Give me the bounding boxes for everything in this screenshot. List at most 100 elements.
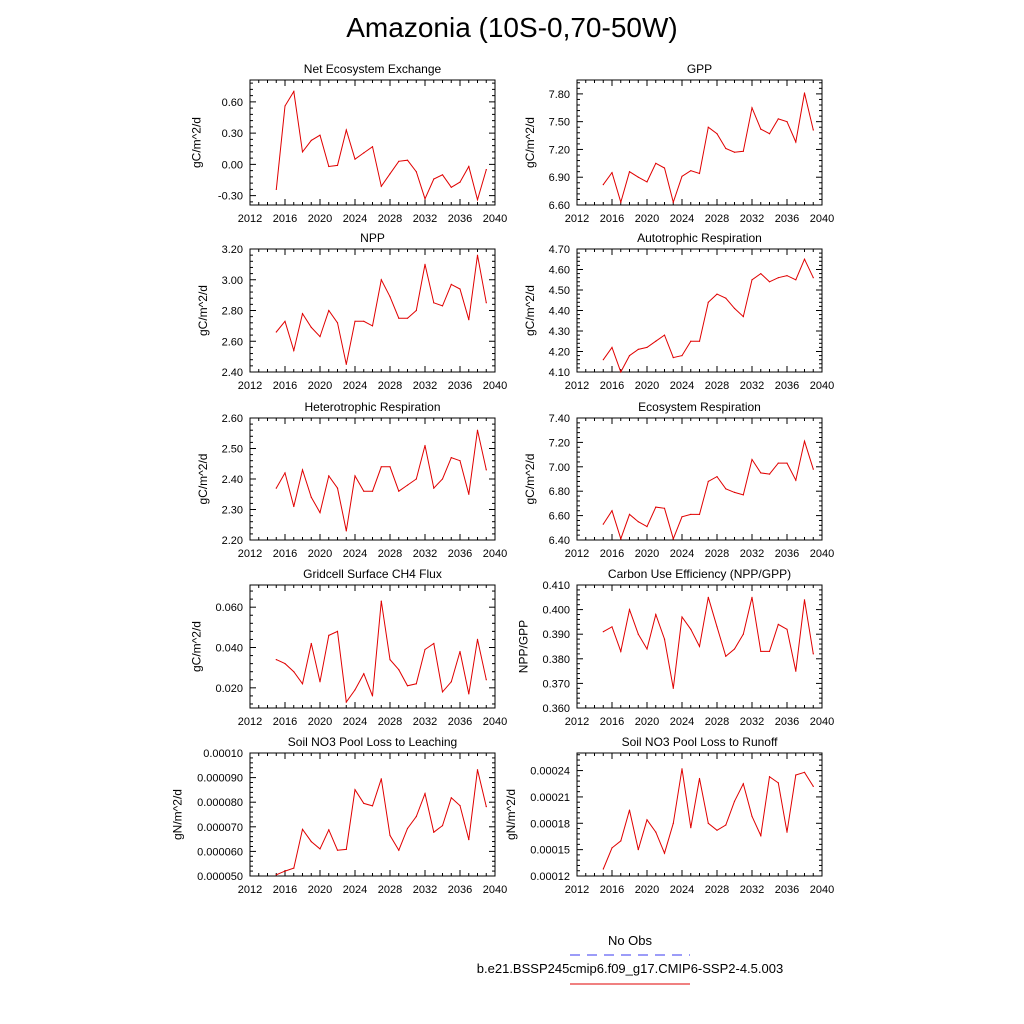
data-point — [336, 849, 339, 851]
x-tick-label: 2032 — [740, 716, 764, 728]
data-point — [398, 160, 400, 162]
data-point — [284, 663, 286, 665]
data-point — [363, 152, 365, 154]
data-point — [646, 819, 648, 821]
legend-obs-label: No Obs — [607, 933, 653, 948]
y-tick-label: 4.10 — [549, 367, 570, 379]
data-point — [742, 633, 744, 635]
y-tick-label: 7.50 — [549, 117, 570, 129]
data-point — [716, 133, 718, 135]
data-point — [450, 283, 452, 285]
data-point — [760, 472, 762, 474]
data-point — [716, 293, 718, 295]
data-point — [742, 316, 744, 318]
data-point — [812, 468, 814, 470]
x-tick-label: 2016 — [600, 884, 624, 896]
plot-frame — [249, 248, 496, 373]
data-point — [389, 659, 391, 661]
x-tick-label: 2012 — [565, 884, 589, 896]
data-point — [293, 505, 295, 508]
y-tick-label: 7.20 — [549, 437, 570, 449]
x-tick-label: 2024 — [343, 716, 367, 728]
data-point — [371, 146, 374, 148]
y-axis-label: gC/m^2/d — [190, 621, 204, 672]
data-point — [655, 340, 657, 342]
data-point — [707, 126, 709, 128]
data-point — [777, 118, 779, 120]
x-tick-label: 2012 — [238, 548, 262, 560]
data-point — [328, 309, 330, 312]
data-point — [768, 281, 771, 283]
data-point — [354, 689, 356, 691]
data-point — [786, 831, 788, 833]
y-tick-label: 0.00012 — [530, 871, 570, 883]
data-point — [681, 175, 683, 177]
data-point — [275, 188, 277, 190]
y-tick-label: 0.370 — [542, 678, 570, 690]
x-tick-label: 2028 — [378, 716, 402, 728]
data-point — [690, 170, 692, 172]
series-line-1 — [602, 92, 814, 204]
data-point — [751, 107, 753, 109]
data-point — [725, 488, 727, 490]
data-point — [812, 653, 814, 655]
data-point — [371, 695, 374, 697]
x-tick-label: 2040 — [810, 884, 834, 896]
x-tick-label: 2040 — [810, 213, 834, 225]
y-tick-label: 2.60 — [222, 336, 243, 348]
x-tick-label: 2032 — [740, 213, 764, 225]
data-point — [293, 90, 295, 93]
data-point — [620, 840, 622, 842]
data-point — [398, 490, 400, 492]
data-point — [681, 516, 683, 518]
y-tick-label: 2.80 — [222, 306, 243, 318]
plot-frame — [576, 417, 823, 541]
y-tick-label: 2.40 — [222, 367, 243, 379]
data-point — [371, 325, 374, 327]
data-point — [637, 849, 639, 851]
y-tick-label: -0.30 — [218, 191, 243, 203]
data-point — [663, 507, 666, 509]
y-axis-label: gC/m^2/d — [523, 117, 537, 168]
x-tick-label: 2020 — [308, 884, 332, 896]
data-point — [485, 806, 487, 808]
data-point — [459, 650, 461, 653]
series-line-1 — [275, 255, 487, 365]
data-point — [441, 825, 444, 827]
x-tick-label: 2020 — [635, 213, 659, 225]
data-point — [336, 630, 339, 633]
data-point — [389, 466, 391, 468]
data-point — [760, 273, 762, 275]
data-point — [275, 487, 277, 489]
x-tick-label: 2036 — [448, 548, 472, 560]
plot-frame — [576, 79, 823, 206]
data-point — [637, 521, 639, 523]
y-tick-label: 7.40 — [549, 413, 570, 425]
data-point — [406, 317, 409, 319]
data-point — [301, 828, 304, 830]
data-point — [354, 789, 356, 791]
x-tick-label: 2016 — [273, 548, 297, 560]
x-tick-label: 2020 — [635, 548, 659, 560]
data-point — [672, 201, 674, 203]
data-point — [681, 768, 683, 770]
data-point — [655, 831, 657, 833]
chart-panel-2: 2012 2016 2020 2024 2028 2032 2036 2040 7.80 7.50… — [523, 62, 834, 225]
data-point — [690, 513, 692, 516]
panel-title: Gridcell Surface CH4 Flux — [303, 567, 442, 581]
data-point — [380, 778, 382, 780]
data-point — [698, 777, 701, 780]
chart-panel-6: 2012 2016 2020 2024 2028 2032 2036 2040 7.40 7.20… — [523, 400, 834, 560]
chart-panel-10: 2012 2016 2020 2024 2028 2032 2036 2040 0.00024 0… — [504, 735, 834, 896]
panel-title: Ecosystem Respiration — [638, 400, 761, 414]
data-point — [602, 868, 604, 870]
x-tick-label: 2020 — [308, 548, 332, 560]
series-line-1 — [276, 769, 487, 876]
y-tick-label: 0.410 — [542, 580, 570, 592]
data-point — [777, 782, 779, 784]
data-point — [301, 469, 304, 471]
data-point — [319, 134, 321, 136]
x-tick-label: 2012 — [238, 380, 262, 392]
data-point — [646, 526, 648, 528]
y-tick-label: 2.40 — [222, 474, 243, 486]
